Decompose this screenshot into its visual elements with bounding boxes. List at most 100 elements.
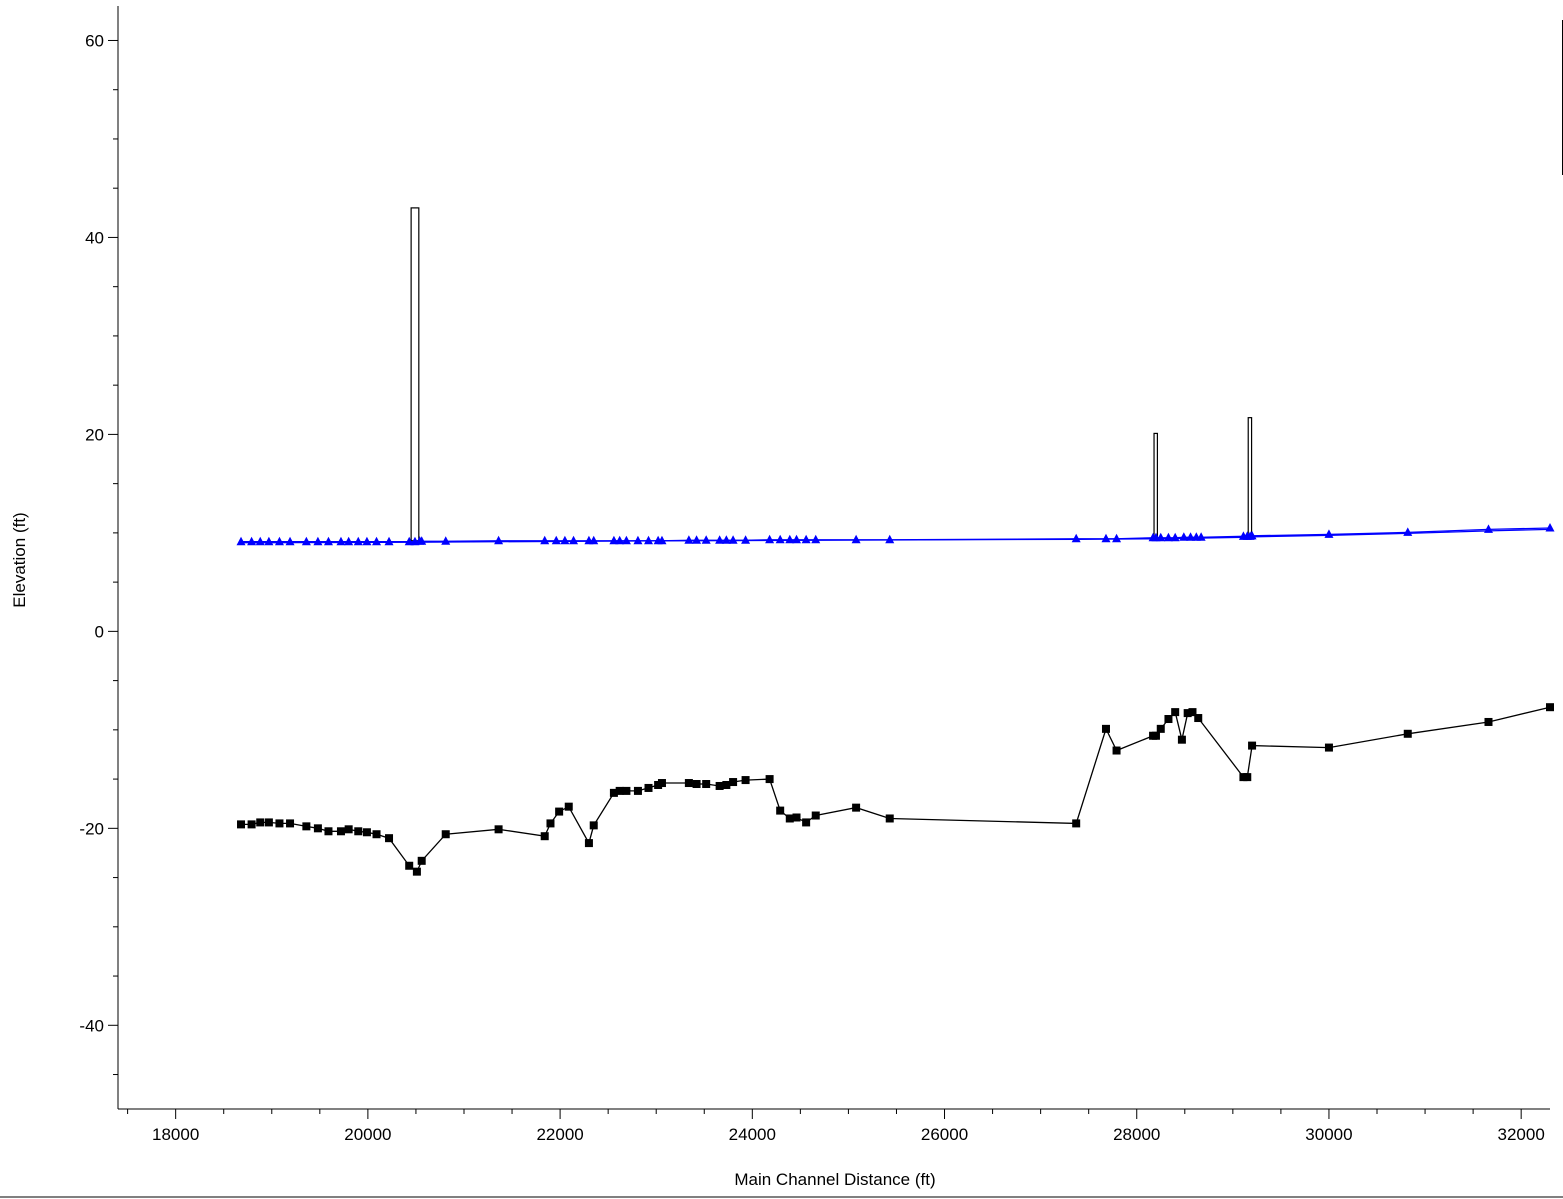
ground-point bbox=[546, 819, 555, 828]
ground-point bbox=[1324, 743, 1333, 752]
y-tick-label: 0 bbox=[95, 622, 104, 641]
ws-point bbox=[775, 534, 785, 544]
ground-point bbox=[286, 819, 295, 828]
x-tick-label: 30000 bbox=[1305, 1125, 1352, 1144]
ws-point bbox=[569, 535, 579, 545]
y-tick-label: -20 bbox=[79, 819, 104, 838]
ground-point bbox=[765, 775, 774, 784]
ground-point bbox=[811, 811, 820, 820]
ws-point bbox=[801, 534, 811, 544]
ws-point bbox=[741, 535, 751, 544]
x-tick-label: 24000 bbox=[729, 1125, 776, 1144]
ws-point bbox=[615, 535, 625, 545]
ground-point bbox=[885, 814, 894, 823]
ground-point bbox=[555, 807, 564, 816]
ground-point bbox=[692, 780, 701, 789]
ws-point bbox=[715, 535, 725, 544]
ground-point bbox=[362, 828, 371, 837]
y-tick-label: 20 bbox=[85, 425, 104, 444]
ws-point bbox=[644, 535, 654, 545]
ws-point bbox=[684, 535, 694, 544]
ground-point bbox=[702, 780, 711, 789]
x-tick-label: 20000 bbox=[344, 1125, 391, 1144]
x-tick-label: 22000 bbox=[536, 1125, 583, 1144]
ws-point bbox=[765, 534, 775, 544]
y-tick-label: -40 bbox=[79, 1016, 104, 1035]
ws-point bbox=[728, 535, 738, 544]
ground-point bbox=[589, 821, 598, 830]
ground-point bbox=[741, 776, 750, 785]
y-tick-label: 60 bbox=[85, 31, 104, 50]
ground-point bbox=[441, 830, 450, 839]
ground-point bbox=[1188, 708, 1197, 717]
ground-point bbox=[584, 839, 593, 848]
ws-point bbox=[792, 534, 802, 544]
ws-point bbox=[1112, 533, 1122, 543]
ground-point bbox=[852, 803, 861, 812]
ws-point bbox=[323, 536, 333, 546]
ground-point bbox=[412, 867, 421, 876]
ground-point bbox=[324, 827, 333, 836]
ground-point bbox=[1194, 714, 1203, 723]
ground-point bbox=[1112, 746, 1121, 755]
ticks-layer: 18000 20000 22000 24000 26000 28000 30000 32000… bbox=[79, 31, 1544, 1144]
ground-point bbox=[247, 820, 256, 829]
ground-point bbox=[1546, 703, 1554, 712]
ws-point bbox=[336, 536, 346, 546]
ws-point bbox=[701, 535, 711, 544]
ws-point bbox=[657, 535, 667, 545]
ws-point bbox=[621, 535, 631, 545]
ground-point bbox=[1072, 819, 1081, 828]
series-line-1 bbox=[240, 528, 1551, 544]
ground-point bbox=[776, 806, 785, 815]
x-tick-label: 32000 bbox=[1498, 1125, 1545, 1144]
ground-point bbox=[302, 822, 311, 831]
ws-point bbox=[633, 535, 643, 545]
ground-point bbox=[792, 813, 801, 822]
ground-point bbox=[354, 827, 363, 836]
ground-point bbox=[237, 820, 246, 829]
ground-point bbox=[1177, 735, 1186, 744]
ground-point bbox=[385, 834, 394, 843]
ground-point bbox=[1164, 715, 1173, 724]
ground-point bbox=[336, 827, 345, 836]
ground-point bbox=[609, 788, 618, 797]
ground-point bbox=[785, 814, 794, 823]
ground-point bbox=[657, 779, 666, 788]
ground-point bbox=[615, 786, 624, 795]
ground-point bbox=[494, 825, 503, 834]
ground-point bbox=[417, 856, 426, 865]
axes-layer bbox=[0, 6, 1563, 1198]
ground-point bbox=[1183, 709, 1192, 718]
ground-point bbox=[1248, 741, 1257, 750]
ground-point bbox=[1156, 724, 1165, 733]
ground-point bbox=[344, 825, 353, 834]
ws-point bbox=[692, 535, 702, 544]
ws-point bbox=[1170, 532, 1180, 542]
x-tick-label: 18000 bbox=[152, 1125, 199, 1144]
ws-point bbox=[785, 534, 795, 544]
y-tick-label: 40 bbox=[85, 228, 104, 247]
x-tick-label: 26000 bbox=[921, 1125, 968, 1144]
ground-point bbox=[1484, 717, 1493, 726]
ground-point bbox=[264, 818, 273, 827]
y-axis-title: Elevation (ft) bbox=[10, 512, 29, 607]
ws-point bbox=[540, 535, 550, 545]
ws-point bbox=[1101, 533, 1111, 543]
ground-point bbox=[729, 778, 738, 787]
ws-point bbox=[353, 536, 363, 546]
ground-point bbox=[633, 786, 642, 795]
ground-point bbox=[1151, 731, 1160, 740]
ws-point bbox=[811, 534, 821, 544]
ground-point bbox=[684, 779, 693, 788]
ground-point bbox=[372, 830, 381, 839]
ground-point bbox=[1243, 773, 1252, 782]
ground-point bbox=[405, 861, 414, 870]
ground-point bbox=[564, 802, 573, 811]
ground-point bbox=[715, 781, 724, 790]
ws-point bbox=[885, 534, 895, 544]
ws-point bbox=[344, 536, 354, 546]
ws-point bbox=[362, 536, 372, 546]
ws-point bbox=[372, 536, 382, 546]
